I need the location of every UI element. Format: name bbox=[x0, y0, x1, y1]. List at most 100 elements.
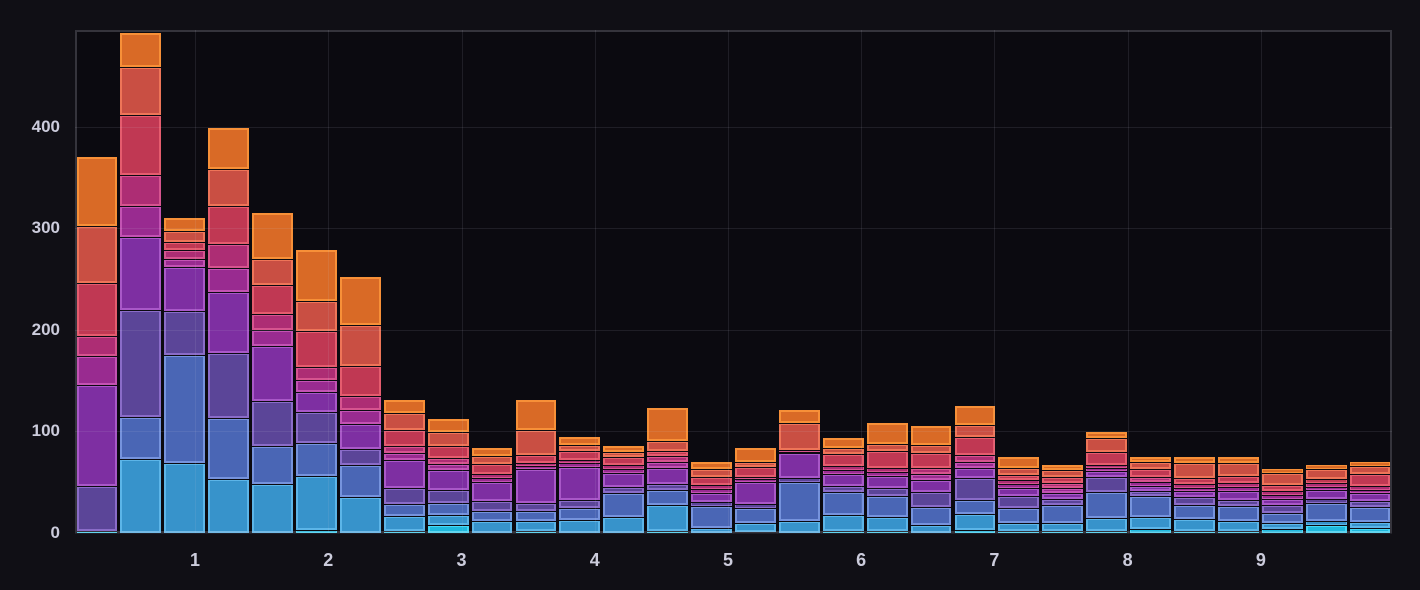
bar-segment-violet[interactable] bbox=[1305, 498, 1347, 503]
bar-segment-light-blue[interactable] bbox=[252, 484, 293, 533]
bar-segment-cyan[interactable] bbox=[1130, 528, 1171, 533]
bar-segment-red[interactable] bbox=[1305, 469, 1347, 480]
bar-segment-orange[interactable] bbox=[383, 400, 425, 414]
bar-segment-pink[interactable] bbox=[1261, 491, 1303, 496]
bar-segment-red[interactable] bbox=[164, 230, 206, 242]
bar-segment-blue[interactable] bbox=[822, 492, 864, 515]
bar-segment-crimson[interactable] bbox=[1217, 476, 1259, 484]
bar-segment-purple[interactable] bbox=[691, 493, 732, 502]
bar-segment-light-blue[interactable] bbox=[339, 497, 381, 533]
bar-segment-light-blue[interactable] bbox=[1305, 520, 1347, 525]
bar-segment-blue[interactable] bbox=[647, 490, 689, 505]
bar-segment-cyan[interactable] bbox=[427, 524, 469, 533]
bar-segment-cyan[interactable] bbox=[1042, 530, 1084, 533]
bar-segment-cyan[interactable] bbox=[822, 530, 864, 533]
bar-segment-violet[interactable] bbox=[559, 499, 601, 508]
bar-segment-violet[interactable] bbox=[603, 487, 645, 494]
bar-segment-magenta[interactable] bbox=[252, 329, 293, 347]
bar-segment-light-blue[interactable] bbox=[1130, 516, 1171, 529]
bar-segment-blue[interactable] bbox=[1174, 504, 1215, 519]
bar-segment-violet[interactable] bbox=[954, 478, 996, 500]
bar-segment-violet[interactable] bbox=[427, 490, 469, 503]
bar-segment-light-blue[interactable] bbox=[910, 524, 952, 533]
bar-segment-red[interactable] bbox=[383, 413, 425, 431]
bar-segment-pink[interactable] bbox=[164, 249, 206, 259]
bar-segment-orange[interactable] bbox=[252, 213, 293, 259]
histogram-bar[interactable] bbox=[1130, 30, 1171, 533]
bar-segment-magenta[interactable] bbox=[76, 356, 118, 385]
bar-segment-orange[interactable] bbox=[647, 408, 689, 441]
bar-segment-light-blue[interactable] bbox=[1349, 521, 1391, 528]
bar-segment-orange[interactable] bbox=[471, 447, 513, 456]
histogram-bar[interactable] bbox=[1305, 30, 1347, 533]
bar-segment-orange[interactable] bbox=[735, 447, 776, 462]
bar-segment-pink[interactable] bbox=[296, 366, 337, 380]
histogram-bar[interactable] bbox=[998, 30, 1040, 533]
bar-segment-light-blue[interactable] bbox=[998, 522, 1040, 531]
bar-segment-orange[interactable] bbox=[339, 277, 381, 325]
bar-segment-violet[interactable] bbox=[120, 309, 162, 418]
bar-segment-violet[interactable] bbox=[383, 488, 425, 504]
bar-segment-violet[interactable] bbox=[1349, 500, 1391, 507]
bar-segment-magenta[interactable] bbox=[1217, 487, 1259, 492]
bar-segment-blue[interactable] bbox=[164, 355, 206, 463]
bar-segment-light-blue[interactable] bbox=[647, 504, 689, 531]
bar-segment-violet[interactable] bbox=[1130, 491, 1171, 497]
bar-segment-blue[interactable] bbox=[910, 506, 952, 525]
bar-segment-purple[interactable] bbox=[164, 267, 206, 311]
bar-segment-violet[interactable] bbox=[515, 502, 557, 511]
histogram-bar[interactable] bbox=[120, 30, 162, 533]
bar-segment-magenta[interactable] bbox=[296, 379, 337, 392]
bar-segment-violet[interactable] bbox=[822, 486, 864, 493]
bar-segment-cyan[interactable] bbox=[1217, 530, 1259, 533]
bar-segment-red[interactable] bbox=[559, 444, 601, 451]
bar-segment-red[interactable] bbox=[1130, 461, 1171, 470]
bar-segment-magenta[interactable] bbox=[647, 461, 689, 469]
bar-segment-pink[interactable] bbox=[515, 462, 557, 467]
bar-segment-magenta[interactable] bbox=[1042, 488, 1084, 494]
bar-segment-violet[interactable] bbox=[1042, 498, 1084, 505]
bar-segment-pink[interactable] bbox=[471, 474, 513, 479]
bar-segment-cyan[interactable] bbox=[515, 530, 557, 533]
bar-segment-red[interactable] bbox=[296, 300, 337, 331]
bar-segment-magenta[interactable] bbox=[164, 258, 206, 268]
bar-segment-pink[interactable] bbox=[339, 395, 381, 411]
histogram-bar[interactable] bbox=[603, 30, 645, 533]
bar-segment-purple[interactable] bbox=[252, 346, 293, 402]
bar-segment-crimson[interactable] bbox=[1349, 474, 1391, 487]
histogram-bar[interactable] bbox=[1174, 30, 1215, 533]
bar-segment-violet[interactable] bbox=[735, 503, 776, 508]
bar-segment-crimson[interactable] bbox=[735, 467, 776, 478]
histogram-bar[interactable] bbox=[339, 30, 381, 533]
bar-segment-purple[interactable] bbox=[1261, 498, 1303, 505]
bar-segment-orange[interactable] bbox=[208, 127, 250, 169]
bar-segment-blue[interactable] bbox=[1349, 506, 1391, 522]
bar-segment-light-blue[interactable] bbox=[1261, 522, 1303, 529]
bar-segment-purple[interactable] bbox=[339, 424, 381, 449]
bar-segment-violet[interactable] bbox=[76, 486, 118, 531]
bar-segment-magenta[interactable] bbox=[735, 479, 776, 483]
bar-segment-purple[interactable] bbox=[76, 384, 118, 487]
bar-segment-magenta[interactable] bbox=[603, 469, 645, 474]
bar-segment-pink[interactable] bbox=[208, 243, 250, 269]
bar-segment-violet[interactable] bbox=[208, 353, 250, 419]
histogram-bar[interactable] bbox=[76, 30, 118, 533]
bar-segment-magenta[interactable] bbox=[1086, 468, 1128, 472]
bar-segment-pink[interactable] bbox=[1174, 484, 1215, 489]
bar-segment-crimson[interactable] bbox=[1086, 451, 1128, 465]
bar-segment-crimson[interactable] bbox=[76, 283, 118, 337]
bar-segment-purple[interactable] bbox=[866, 476, 908, 489]
bar-segment-pink[interactable] bbox=[1305, 483, 1347, 488]
bar-segment-blue[interactable] bbox=[866, 496, 908, 517]
bar-segment-orange[interactable] bbox=[998, 456, 1040, 469]
bar-segment-crimson[interactable] bbox=[296, 331, 337, 367]
bar-segment-red[interactable] bbox=[1042, 470, 1084, 478]
bar-segment-blue[interactable] bbox=[1217, 505, 1259, 521]
bar-segment-light-blue[interactable] bbox=[691, 527, 732, 533]
bar-segment-orange[interactable] bbox=[866, 423, 908, 444]
bar-segment-pink[interactable] bbox=[559, 459, 601, 463]
bar-segment-pink[interactable] bbox=[1042, 483, 1084, 489]
bar-segment-pink[interactable] bbox=[603, 465, 645, 470]
histogram-bar[interactable] bbox=[471, 30, 513, 533]
bar-segment-orange[interactable] bbox=[164, 218, 206, 231]
